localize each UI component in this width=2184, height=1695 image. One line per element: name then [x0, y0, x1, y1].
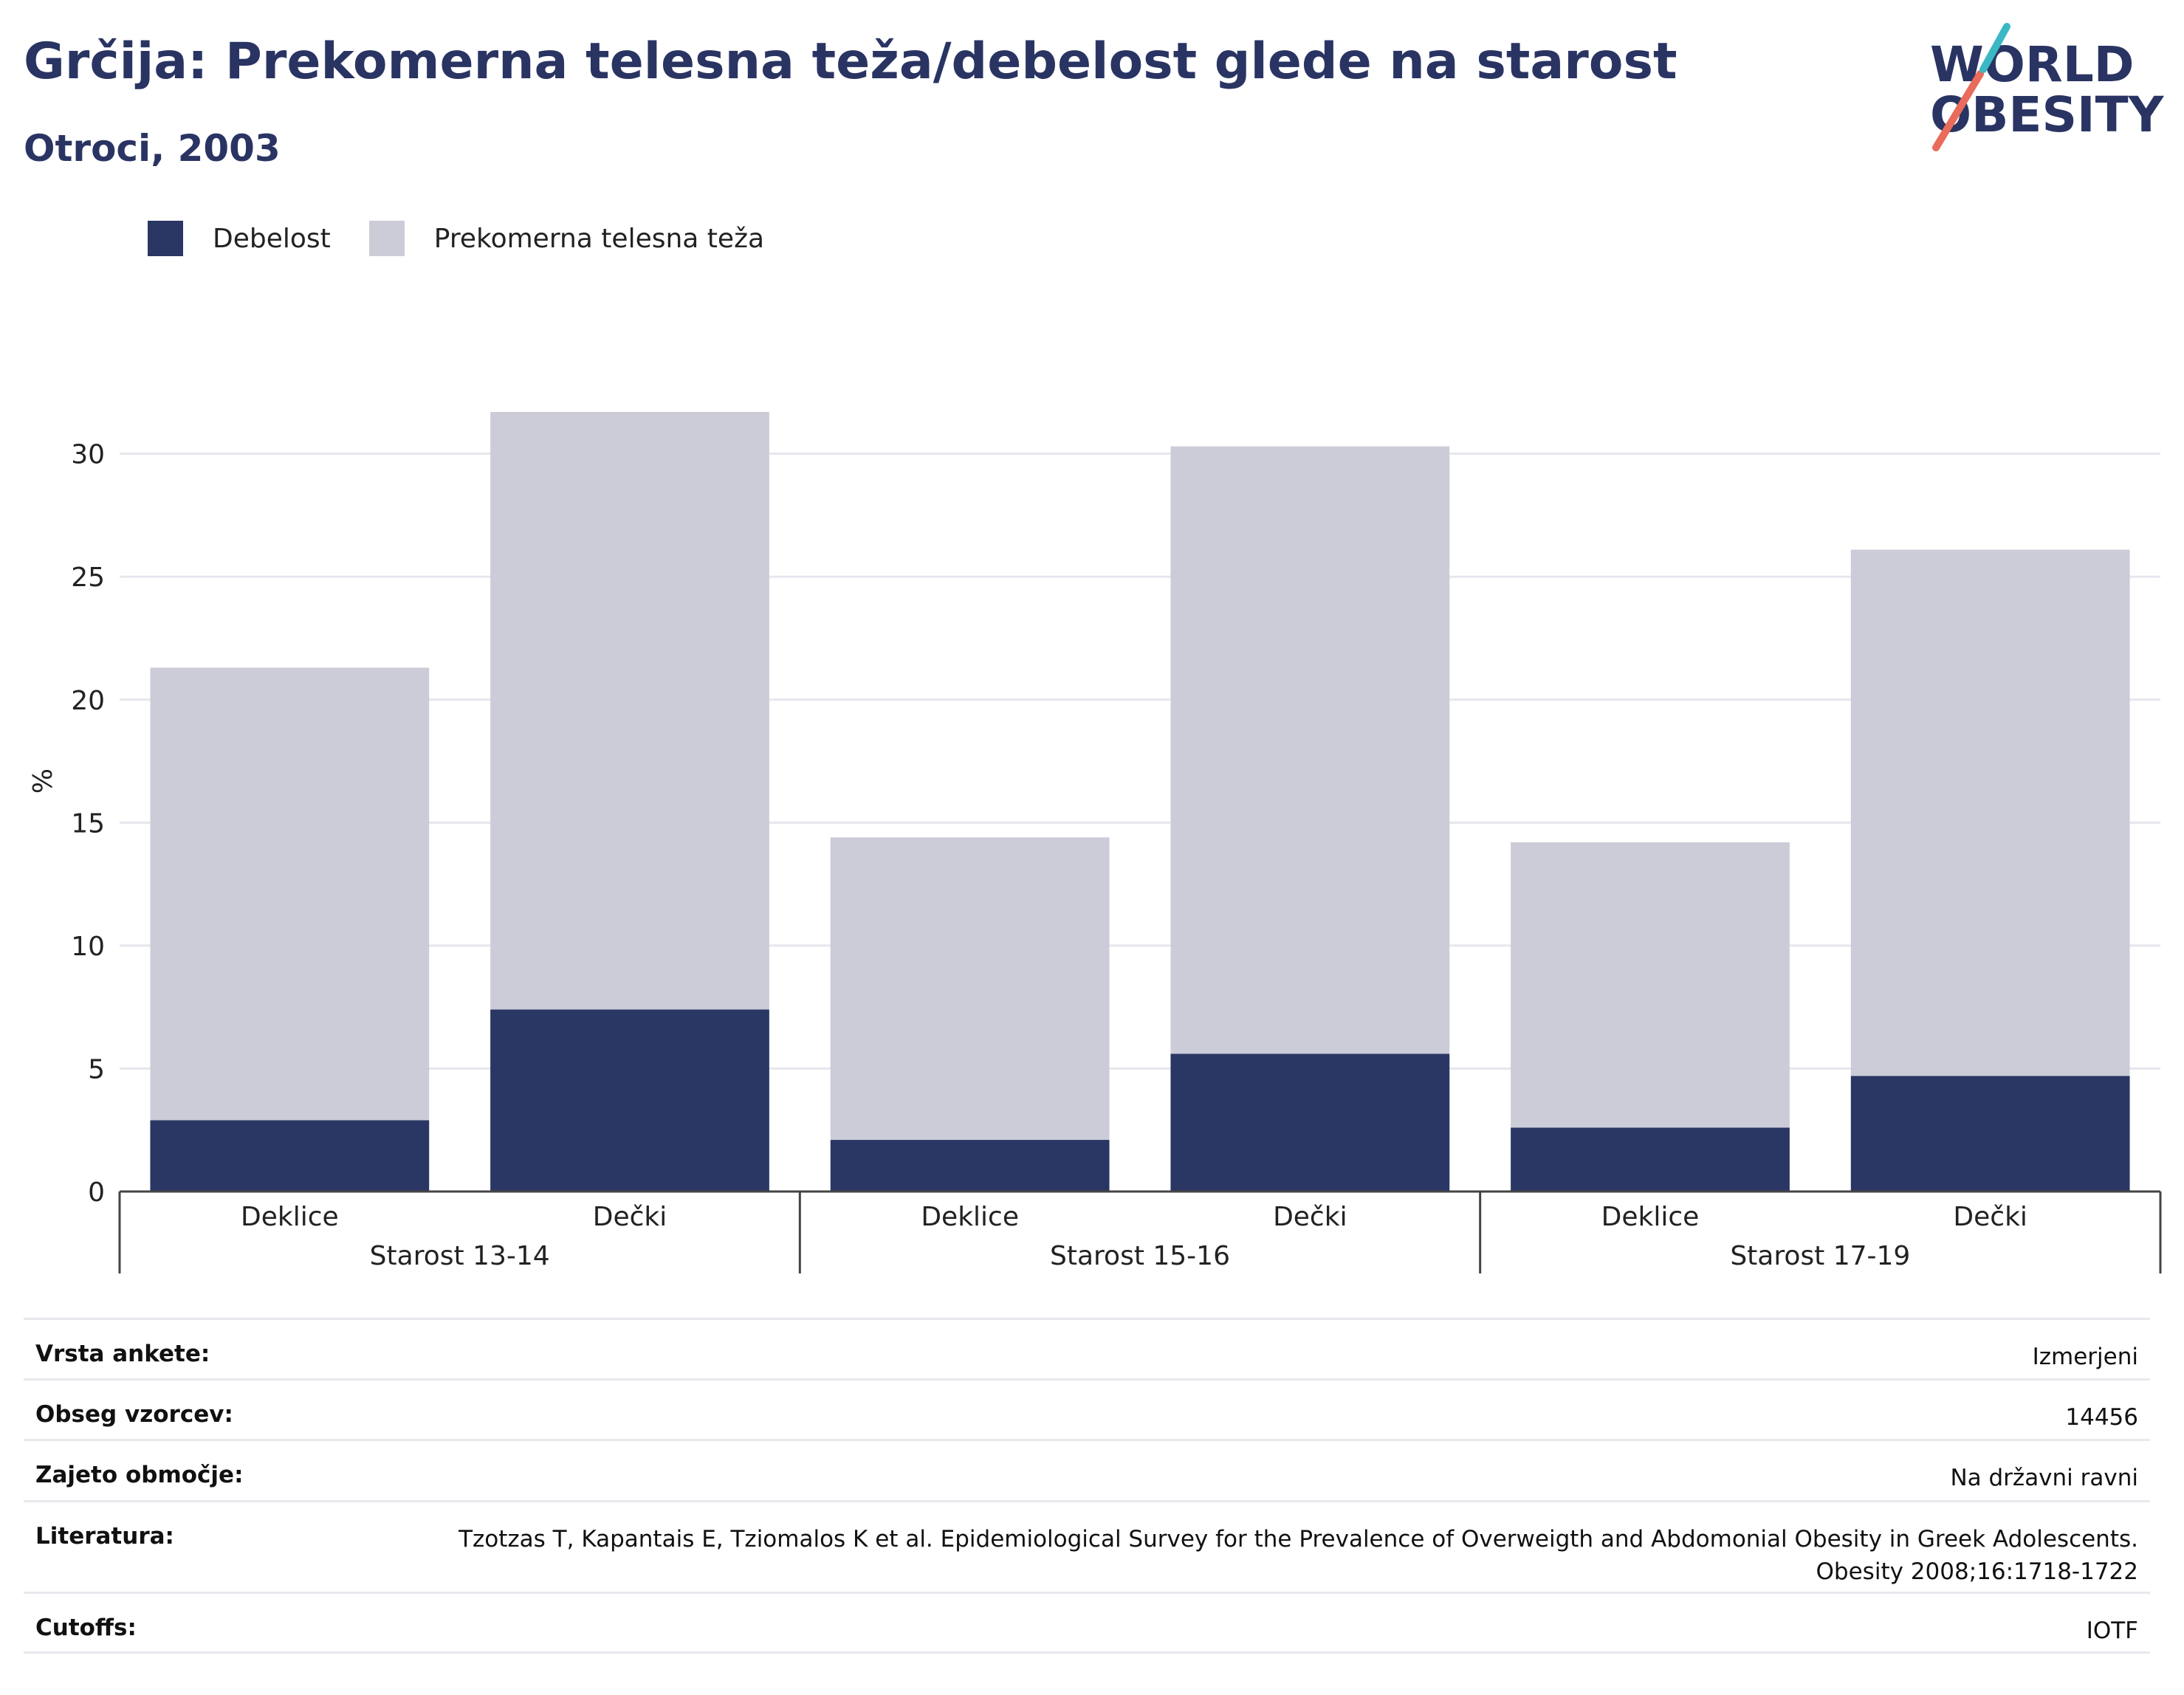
info-value-cutoffs: IOTF [2086, 1617, 2138, 1644]
x-category-label: Dečki [593, 1202, 667, 1232]
x-group-label: Starost 13-14 [370, 1241, 550, 1271]
y-tick-label: 10 [71, 932, 105, 962]
y-axis-label: % [28, 769, 58, 794]
y-tick-label: 0 [88, 1177, 105, 1208]
x-category-label: Dečki [1953, 1202, 2027, 1232]
bar-prekomerna [830, 837, 1110, 1141]
bar-debelost [830, 1140, 1110, 1192]
logo-line-1: WORLD [1930, 36, 2135, 93]
legend-swatch-prekomerna [368, 221, 405, 256]
bar-debelost [1850, 1076, 2130, 1192]
bar-debelost [150, 1120, 430, 1192]
y-tick-label: 30 [71, 440, 105, 470]
y-tick-label: 5 [88, 1054, 105, 1084]
chart-title: Grčija: Prekomerna telesna teža/debelost… [24, 32, 1678, 91]
y-tick-label: 15 [71, 808, 105, 839]
x-category-label: Deklice [1601, 1202, 1700, 1232]
logo-slash-teal [1979, 23, 2010, 73]
info-value-literature: Tzotzas T, Kapantais E, Tziomalos K et a… [459, 1526, 2138, 1585]
stacked-bar-chart: 0 5 10 15 20 25 30% Deklice Dečki Deklice Dečki Dek… [28, 411, 2162, 1273]
legend-swatch-debelost [148, 221, 183, 256]
legend: Debelost Prekomerna telesna teža [148, 220, 803, 257]
y-tick-label: 20 [71, 686, 105, 716]
x-category-label: Deklice [241, 1202, 339, 1232]
world-obesity-logo: WORLD OBESITY [1930, 23, 2165, 151]
info-label-sample-size: Obseg vzorcev: [35, 1401, 233, 1428]
info-row-literature: Literatura: Tzotzas T, Kapantais E, Tzio… [24, 1500, 2150, 1592]
bar-debelost [1170, 1053, 1450, 1192]
x-category-label: Dečki [1273, 1202, 1347, 1232]
bar-prekomerna [1850, 549, 2130, 1076]
legend-item-prekomerna[interactable]: Prekomerna telesna teža [368, 221, 765, 256]
legend-label-prekomerna: Prekomerna telesna teža [433, 223, 765, 254]
info-row-area-covered: Zajeto območje: Na državni ravni [24, 1439, 2150, 1500]
bar-prekomerna [1170, 446, 1450, 1054]
survey-info-table: Vrsta ankete: Izmerjeni Obseg vzorcev: 1… [24, 1318, 2150, 1654]
bar-prekomerna [150, 667, 430, 1121]
bar-prekomerna [490, 411, 769, 1010]
y-tick-label: 25 [71, 563, 105, 593]
info-label-cutoffs: Cutoffs: [35, 1615, 137, 1641]
info-label-literature: Literatura: [35, 1523, 174, 1550]
info-row-cutoffs: Cutoffs: IOTF [24, 1592, 2150, 1654]
info-row-survey-type: Vrsta ankete: Izmerjeni [24, 1318, 2150, 1378]
info-row-sample-size: Obseg vzorcev: 14456 [24, 1378, 2150, 1439]
x-category-label: Deklice [921, 1202, 1019, 1232]
x-group-label: Starost 15-16 [1050, 1241, 1230, 1271]
x-group-label: Starost 17-19 [1730, 1241, 1910, 1271]
info-label-survey-type: Vrsta ankete: [35, 1341, 210, 1367]
legend-label-debelost: Debelost [213, 223, 331, 254]
info-value-sample-size: 14456 [2065, 1404, 2138, 1431]
bar-prekomerna [1511, 842, 1790, 1128]
logo-slash-coral [1932, 70, 1984, 151]
info-label-area-covered: Zajeto območje: [35, 1462, 244, 1488]
info-value-survey-type: Izmerjeni [2032, 1344, 2138, 1370]
info-value-area-covered: Na državni ravni [1950, 1465, 2138, 1491]
bar-debelost [1511, 1127, 1790, 1192]
legend-item-debelost[interactable]: Debelost [148, 221, 331, 256]
bar-debelost [490, 1009, 769, 1192]
chart-subtitle: Otroci, 2003 [24, 127, 281, 170]
